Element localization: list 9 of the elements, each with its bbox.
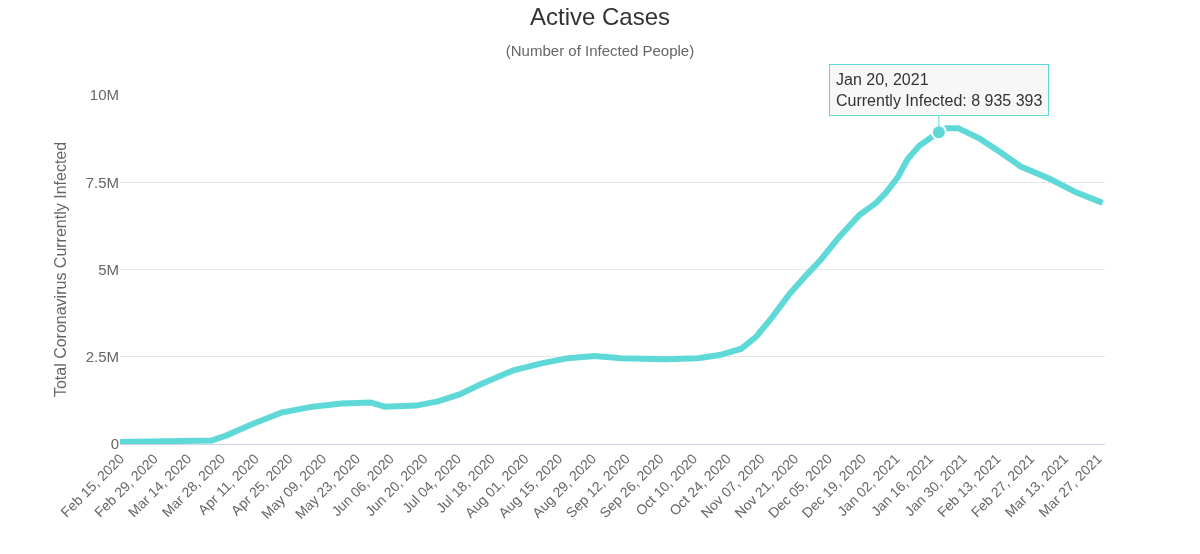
annotation: Jan 20, 2021 Currently Infected: 8 935 393 [836,71,1043,109]
chart-title: Active Cases [529,2,671,30]
y-tick-label: 2.5M [85,348,119,365]
y-tick-label: 0 [110,435,119,453]
y-axis-title: Total Coronavirus Currently Infected [51,141,69,398]
chart-subtitle: (Number of Infected People) [505,42,695,60]
y-tick-label: 5M [98,260,119,278]
y-tick-label: 7.5M [85,173,119,191]
y-tick-label: 10M [89,86,119,104]
